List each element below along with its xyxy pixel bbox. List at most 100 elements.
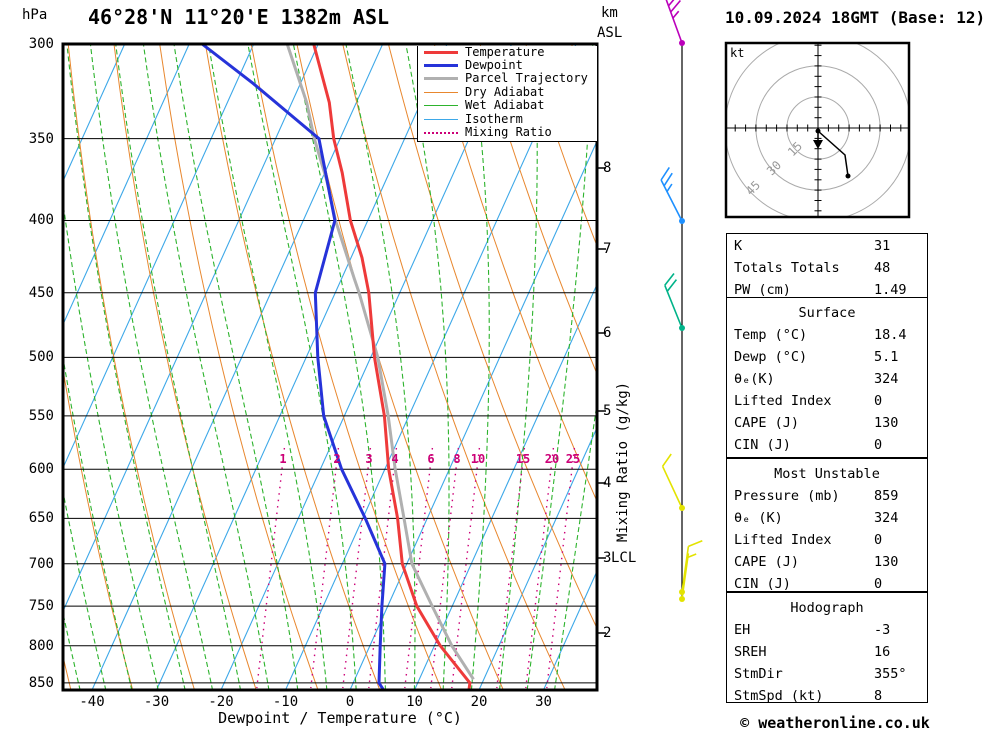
legend-label: Wet Adiabat	[465, 98, 545, 113]
station-title: 46°28'N 11°20'E 1382m ASL	[88, 5, 390, 29]
row-value: 18.4	[874, 327, 907, 343]
section-title: Hodograph	[790, 600, 864, 616]
mixing-ratio-value-label: 8	[453, 452, 461, 466]
km-tick-label: 4	[603, 475, 612, 491]
row-value: 1.49	[874, 282, 907, 298]
row-value: -3	[874, 622, 891, 638]
mixing-ratio-value-label: 2	[333, 452, 341, 466]
row-label: θₑ (K)	[734, 510, 783, 526]
row-value: 0	[874, 437, 883, 453]
km-tick-label: 7	[603, 241, 612, 257]
dry-adiabat-line-sample	[424, 91, 458, 93]
temp-axis-title: Dewpoint / Temperature (°C)	[218, 709, 462, 727]
row-label: CAPE (J)	[734, 554, 800, 570]
row-value: 324	[874, 510, 899, 526]
table-row: Lifted Index 0	[727, 529, 927, 551]
section-title: Most Unstable	[774, 466, 880, 482]
table-row: CAPE (J) 130	[727, 412, 927, 434]
row-value: 0	[874, 532, 883, 548]
mixing-axis-title: Mixing Ratio (g/kg)	[615, 381, 631, 543]
mixing-ratio-value-label: 25	[565, 452, 581, 466]
pressure-tick-label: 750	[28, 598, 54, 615]
legend-label: Dry Adiabat	[465, 84, 545, 99]
row-value: 355°	[874, 666, 907, 682]
mixing-ratio-value-label: 6	[427, 452, 435, 466]
row-value: 130	[874, 554, 899, 570]
row-label: EH	[734, 622, 751, 638]
mixing-ratio-value-label: 3	[365, 452, 373, 466]
km-tick-label: 6	[603, 325, 612, 341]
dewpoint-line-sample	[424, 64, 458, 68]
row-label: Pressure (mb)	[734, 488, 840, 504]
pressure-tick-label: 400	[28, 212, 54, 229]
legend: Temperature Dewpoint Parcel Trajectory D…	[417, 44, 597, 142]
table-row: Temp (°C) 18.4	[727, 324, 927, 346]
km-tick-label: 3	[603, 550, 612, 566]
temperature-line-sample	[424, 50, 458, 54]
row-label: K	[734, 238, 743, 254]
row-value: 16	[874, 644, 891, 660]
row-value: 0	[874, 576, 883, 592]
table-row: CIN (J) 0	[727, 573, 927, 595]
table-row: StmSpd (kt) 8	[727, 685, 927, 707]
km-tick-label: 8	[603, 160, 612, 176]
section-title: Surface	[798, 305, 856, 321]
legend-item: Isotherm	[418, 112, 597, 125]
hodograph-table-section: Hodograph EH -3 SREH 16 StmDir 355° StmSpd …	[726, 592, 928, 704]
row-label: StmDir	[734, 666, 783, 682]
surface-table-section: Surface Temp (°C) 18.4 Dewp (°C) 5.1 θₑ(K)…	[726, 297, 928, 458]
legend-item: Mixing Ratio	[418, 126, 597, 139]
table-row: CAPE (J) 130	[727, 551, 927, 573]
mixing-ratio-value-label: 4	[391, 452, 399, 466]
hodograph-unit-label: kt	[730, 46, 745, 60]
legend-item: Temperature	[418, 44, 597, 59]
row-value: 859	[874, 488, 899, 504]
km-axis-unit-asl: ASL	[597, 25, 623, 41]
table-row: PW (cm) 1.49	[727, 279, 927, 301]
legend-label: Parcel Trajectory	[465, 71, 588, 86]
row-label: Dewp (°C)	[734, 349, 808, 365]
legend-item: Dewpoint	[418, 59, 597, 72]
pressure-tick-label: 800	[28, 637, 54, 654]
pressure-tick-label: 600	[28, 461, 54, 478]
table-row: StmDir 355°	[727, 663, 927, 685]
row-value: 0	[874, 393, 883, 409]
pressure-tick-label: 850	[28, 674, 54, 691]
indices-table-section: K 31 Totals Totals 48 PW (cm) 1.49	[726, 233, 928, 299]
row-label: θₑ(K)	[734, 371, 775, 387]
row-value: 130	[874, 415, 899, 431]
table-row: SREH 16	[727, 641, 927, 663]
km-axis-unit: km	[601, 5, 618, 21]
table-row: θₑ (K) 324	[727, 507, 927, 529]
temp-tick-label: 20	[470, 694, 488, 710]
row-value: 5.1	[874, 349, 899, 365]
row-label: Temp (°C)	[734, 327, 808, 343]
pressure-tick-label: 300	[28, 36, 54, 52]
mixing-ratio-value-label: 15	[515, 452, 531, 466]
temp-tick-label: 30	[535, 694, 552, 710]
table-row: Dewp (°C) 5.1	[727, 346, 927, 368]
row-value: 48	[874, 260, 891, 276]
mixing-ratio-value-label: 20	[544, 452, 560, 466]
table-row: EH -3	[727, 619, 927, 641]
pressure-tick-label: 550	[28, 407, 54, 424]
pressure-axis-unit: hPa	[22, 7, 48, 23]
legend-item: Parcel Trajectory	[418, 72, 597, 85]
row-label: CAPE (J)	[734, 415, 800, 431]
legend-label: Dewpoint	[465, 58, 523, 73]
mixing-ratio-value-label: 1	[279, 452, 287, 466]
row-label: Lifted Index	[734, 532, 832, 548]
pressure-tick-label: 700	[28, 555, 54, 572]
table-row: Totals Totals 48	[727, 257, 927, 279]
credit-footer: © weatheronline.co.uk	[740, 714, 930, 732]
pressure-tick-label: 450	[28, 284, 54, 301]
pressure-tick-label: 650	[28, 510, 54, 527]
legend-label: Mixing Ratio	[465, 125, 552, 140]
legend-label: Temperature	[465, 44, 545, 59]
isotherm-line-sample	[424, 118, 458, 120]
pressure-tick-label: 350	[28, 130, 54, 147]
temp-tick-label: -30	[143, 694, 170, 710]
parcel-line-sample	[424, 77, 458, 81]
table-row: CIN (J) 0	[727, 434, 927, 456]
